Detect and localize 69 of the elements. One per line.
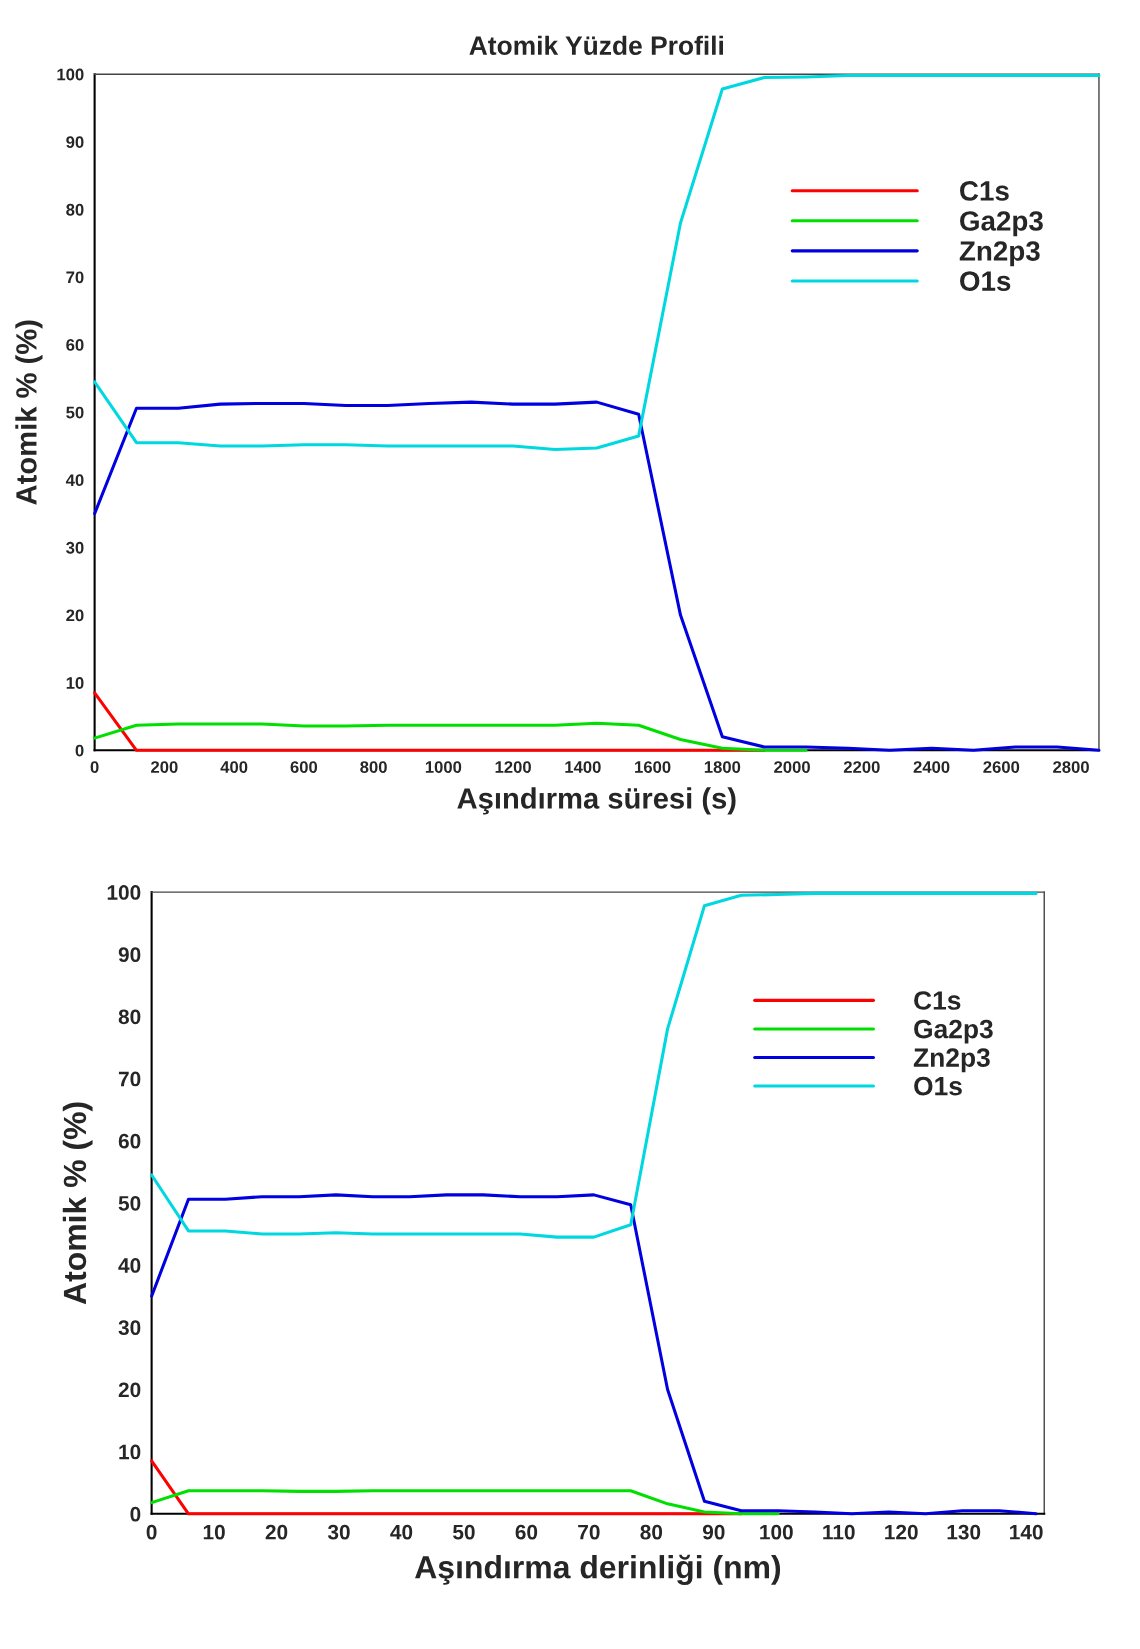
- y-tick-label: 0: [75, 744, 84, 757]
- y-tick-label: 100: [107, 885, 141, 900]
- legend-label: C1s: [960, 181, 1009, 201]
- y-tick-label: 20: [66, 609, 84, 622]
- y-axis-title: Atomik % (%): [62, 1102, 93, 1305]
- x-tick-label: 20: [265, 1524, 288, 1540]
- y-tick-label: 90: [66, 136, 84, 149]
- x-tick-label: 1800: [704, 761, 741, 773]
- legend-label: O1s: [914, 1076, 962, 1096]
- y-tick-label: 30: [66, 541, 84, 554]
- x-tick-label: 1600: [635, 761, 671, 773]
- x-axis-title: Aşındırma süresi (s): [457, 787, 736, 815]
- x-tick-label: 110: [823, 1524, 855, 1540]
- y-tick-label: 50: [66, 406, 84, 419]
- x-tick-label: 200: [151, 761, 178, 773]
- y-tick-label: 60: [66, 339, 84, 351]
- y-tick-label: 0: [130, 1506, 141, 1522]
- y-tick-label: 50: [118, 1195, 141, 1211]
- chart-title: Atomik Yüzde Profili: [469, 35, 723, 56]
- x-tick-label: 2600: [983, 761, 1020, 773]
- legend-label: Zn2p3: [913, 1048, 990, 1073]
- x-tick-label: 2800: [1053, 761, 1089, 773]
- line-series: [150, 1193, 1038, 1516]
- x-tick-label: 2000: [774, 761, 810, 773]
- line-series: [93, 721, 808, 752]
- y-tick-label: 80: [118, 1009, 141, 1025]
- x-tick-label: 120: [885, 1524, 918, 1540]
- x-tick-label: 140: [1010, 1524, 1043, 1540]
- x-tick-label: 1400: [565, 761, 601, 773]
- legend-label: Zn2p3: [959, 241, 1040, 267]
- x-tick-label: 100: [760, 1524, 793, 1540]
- x-tick-label: 90: [702, 1524, 725, 1540]
- y-tick-label: 70: [66, 271, 84, 284]
- x-tick-label: 80: [640, 1524, 663, 1540]
- y-tick-label: 70: [118, 1071, 141, 1087]
- legend-label: Ga2p3: [960, 211, 1043, 237]
- y-tick-label: 10: [119, 1444, 141, 1460]
- x-tick-label: 1000: [425, 761, 462, 773]
- x-tick-label: 60: [515, 1524, 538, 1540]
- y-tick-label: 60: [118, 1133, 141, 1149]
- y-tick-label: 100: [57, 68, 84, 81]
- y-tick-label: 10: [66, 677, 84, 689]
- x-tick-label: 30: [327, 1524, 350, 1540]
- legend-label: O1s: [960, 271, 1011, 291]
- y-tick-label: 40: [118, 1258, 141, 1273]
- x-tick-label: 1200: [495, 761, 531, 773]
- y-tick-label: 20: [118, 1382, 141, 1398]
- x-tick-label: 2400: [913, 761, 950, 773]
- y-axis-title: Atomik % (%): [15, 320, 43, 505]
- y-tick-label: 90: [118, 947, 141, 963]
- legend-label: C1s: [914, 991, 961, 1010]
- line-series: [150, 891, 1038, 1239]
- y-tick-label: 80: [66, 203, 84, 216]
- x-tick-label: 600: [290, 761, 318, 773]
- x-tick-label: 70: [578, 1524, 600, 1540]
- x-tick-label: 2200: [843, 761, 880, 773]
- x-tick-label: 130: [947, 1524, 981, 1540]
- x-axis-title: Aşındırma derinliği (nm): [415, 1554, 781, 1585]
- x-tick-label: 50: [453, 1524, 475, 1540]
- x-tick-label: 40: [390, 1524, 413, 1540]
- x-tick-label: 400: [220, 761, 248, 773]
- x-tick-label: 10: [203, 1524, 225, 1540]
- x-tick-label: 0: [146, 1524, 157, 1540]
- legend-label: Ga2p3: [914, 1019, 993, 1044]
- y-tick-label: 40: [65, 474, 84, 487]
- x-tick-label: 800: [360, 761, 387, 773]
- line-series: [150, 1489, 780, 1516]
- y-tick-label: 30: [118, 1320, 141, 1336]
- x-tick-label: 0: [90, 761, 99, 773]
